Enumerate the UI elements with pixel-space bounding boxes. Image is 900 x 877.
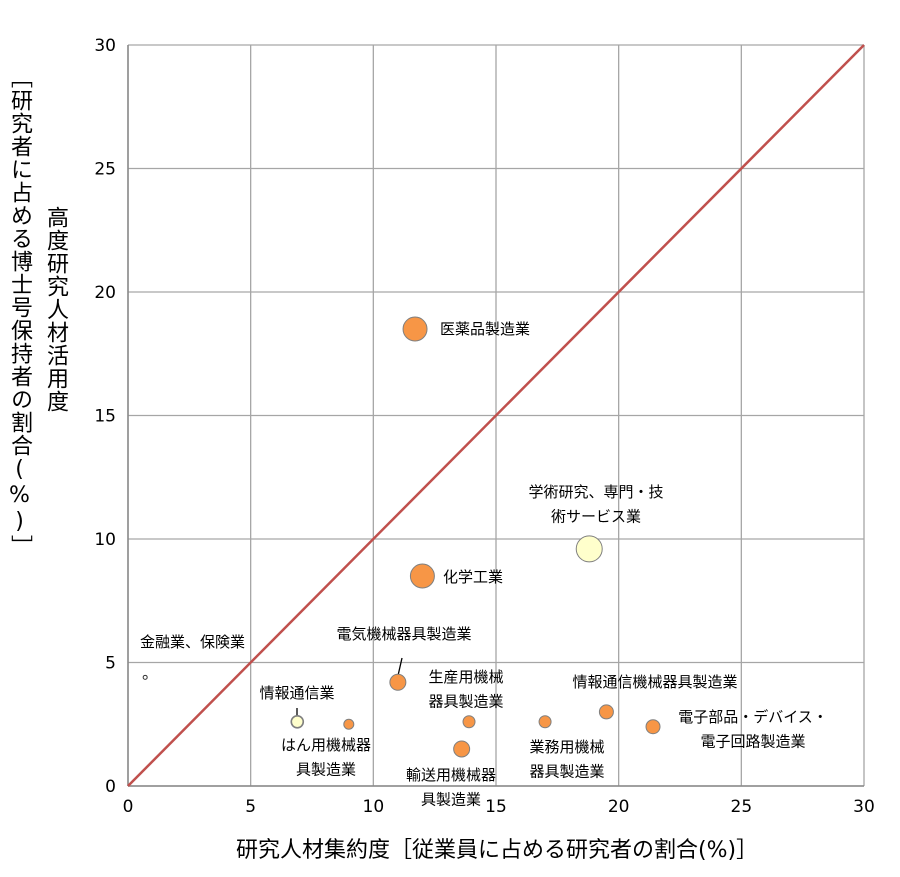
tick-labels: 0 5 10 15 20 25 30 0 5 10 15 20 25 30 [94, 36, 874, 817]
bubble [290, 714, 305, 729]
bubble-label: 生産用機械 [428, 668, 503, 686]
bubble [645, 719, 661, 735]
x-axis-label: 研究人材集約度［従業員に占める研究者の割合(%)］ [236, 838, 759, 863]
bubble-label: 医薬品製造業 [440, 320, 530, 338]
bubble [142, 674, 148, 680]
bubble-label: 術サービス業 [551, 508, 641, 526]
bubble-label: 器具製造業 [428, 693, 503, 711]
bubble-label: 情報通信業 [259, 684, 334, 702]
bubbles [142, 316, 661, 758]
bubble-label: 情報通信機械器具製造業 [572, 673, 737, 691]
bubble [462, 715, 476, 729]
y-tick-label: 15 [94, 407, 116, 427]
y-axis-label-sub: ［研究者に占める博士号保持者の割合(%)］ [7, 66, 32, 558]
bubble-label: 電子回路製造業 [700, 733, 805, 751]
y-tick-label: 0 [105, 777, 116, 797]
bubble-label: 器具製造業 [529, 763, 604, 781]
reference-line [127, 44, 865, 787]
y-tick-label: 20 [94, 283, 116, 303]
bubble-label: 電子部品・デバイス・ [678, 708, 828, 726]
bubble-label: 具製造業 [421, 791, 481, 809]
bubble [538, 715, 552, 729]
bubble [453, 740, 471, 758]
bubble [343, 718, 355, 730]
x-tick-label: 0 [123, 797, 134, 817]
bubble-label: 学術研究、専門・技 [528, 483, 663, 501]
bubble-label: 輸送用機械器 [406, 766, 496, 784]
bubble [409, 563, 435, 589]
x-tick-label: 10 [363, 797, 385, 817]
y-tick-label: 30 [94, 36, 116, 56]
bubble-label: 化学工業 [443, 568, 503, 586]
bubble [389, 673, 407, 691]
x-tick-label: 20 [608, 797, 630, 817]
bubble [598, 704, 614, 720]
y-tick-label: 5 [105, 654, 116, 674]
bubble-label: 電気機械器具製造業 [336, 625, 471, 643]
reference-line-group [127, 44, 865, 787]
bubble-label: はん用機械器 [281, 736, 371, 754]
x-tick-label: 5 [245, 797, 256, 817]
y-tick-label: 25 [94, 160, 116, 180]
y-tick-label: 10 [94, 530, 116, 550]
x-tick-label: 30 [853, 797, 875, 817]
bubble-label: 具製造業 [296, 761, 356, 779]
bubble-label: 業務用機械 [529, 738, 604, 756]
bubble-label: 金融業、保険業 [140, 633, 245, 651]
bubble [575, 535, 603, 563]
bubble [402, 316, 428, 342]
x-tick-label: 25 [731, 797, 753, 817]
x-tick-label: 15 [485, 797, 507, 817]
y-axis-label-main: 高度研究人材活用度 [43, 206, 68, 413]
